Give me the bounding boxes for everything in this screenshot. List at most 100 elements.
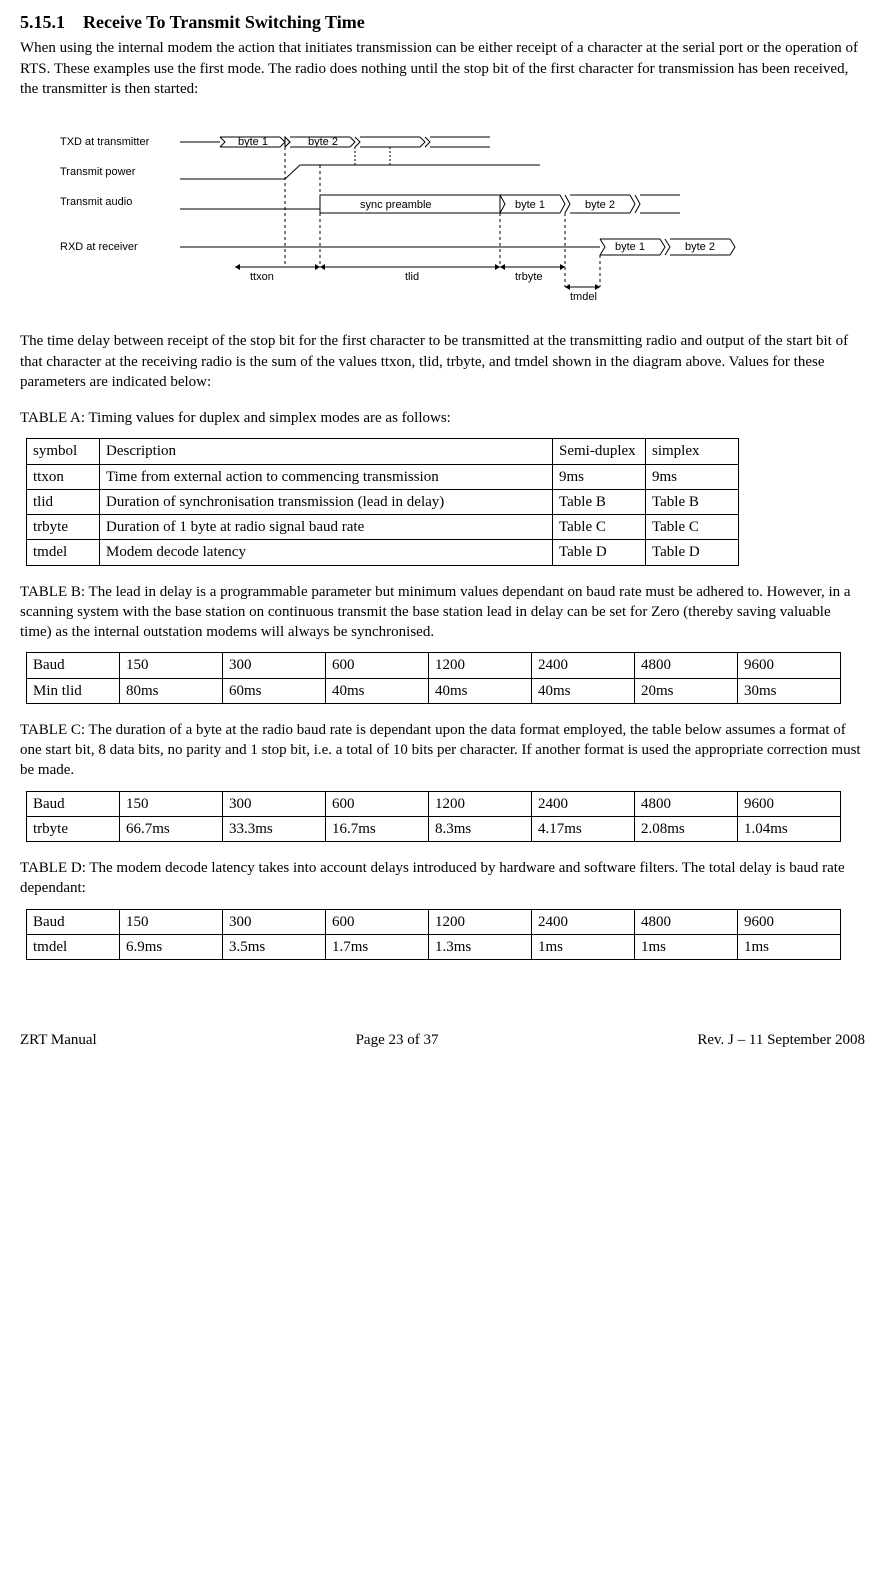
- footer-right: Rev. J – 11 September 2008: [697, 1030, 865, 1050]
- table-cell: tlid: [27, 489, 100, 514]
- table-cell: Duration of 1 byte at radio signal baud …: [100, 515, 553, 540]
- svg-text:trbyte: trbyte: [515, 271, 543, 283]
- table-header-cell: 150: [120, 791, 223, 816]
- table-cell: tmdel: [27, 540, 100, 565]
- table-header-cell: Description: [100, 439, 553, 464]
- table-cell: Time from external action to commencing …: [100, 464, 553, 489]
- table-header-cell: 600: [326, 791, 429, 816]
- svg-text:byte 1: byte 1: [615, 241, 645, 253]
- table-b: Baud1503006001200240048009600 Min tlid80m…: [26, 652, 841, 704]
- table-a-caption: TABLE A: Timing values for duplex and si…: [20, 408, 865, 428]
- table-header-cell: 300: [223, 653, 326, 678]
- table-cell: 4.17ms: [532, 816, 635, 841]
- table-cell: 1.3ms: [429, 934, 532, 959]
- timing-diagram: TXD at transmitter byte 1 byte 2 Transmi…: [60, 117, 865, 313]
- table-cell: 1.04ms: [738, 816, 841, 841]
- table-cell: 6.9ms: [120, 934, 223, 959]
- table-cell: Duration of synchronisation transmission…: [100, 489, 553, 514]
- table-header-cell: 150: [120, 653, 223, 678]
- table-header-cell: 1200: [429, 653, 532, 678]
- table-header-cell: symbol: [27, 439, 100, 464]
- table-cell: 16.7ms: [326, 816, 429, 841]
- table-header-cell: 4800: [635, 909, 738, 934]
- table-header-cell: 9600: [738, 653, 841, 678]
- table-cell: 40ms: [532, 678, 635, 703]
- table-header-cell: 300: [223, 791, 326, 816]
- table-header-cell: simplex: [646, 439, 739, 464]
- svg-text:Transmit power: Transmit power: [60, 166, 136, 178]
- table-cell: ttxon: [27, 464, 100, 489]
- table-header-cell: Baud: [27, 653, 120, 678]
- table-cell: 30ms: [738, 678, 841, 703]
- table-cell: tmdel: [27, 934, 120, 959]
- table-header-cell: Baud: [27, 791, 120, 816]
- table-cell: 40ms: [429, 678, 532, 703]
- table-d: Baud1503006001200240048009600tmdel6.9ms3…: [26, 909, 841, 961]
- table-cell: 2.08ms: [635, 816, 738, 841]
- table-cell: Table B: [646, 489, 739, 514]
- svg-text:sync preamble: sync preamble: [360, 199, 432, 211]
- footer-center: Page 23 of 37: [356, 1030, 439, 1050]
- table-cell: 60ms: [223, 678, 326, 703]
- table-cell: 8.3ms: [429, 816, 532, 841]
- table-c: Baud1503006001200240048009600 trbyte66.7m…: [26, 791, 841, 843]
- svg-text:byte 2: byte 2: [308, 136, 338, 148]
- section-heading: 5.15.1 Receive To Transmit Switching Tim…: [20, 10, 865, 34]
- table-header-cell: 2400: [532, 909, 635, 934]
- svg-text:byte 2: byte 2: [685, 241, 715, 253]
- table-cell: Modem decode latency: [100, 540, 553, 565]
- table-cell: 20ms: [635, 678, 738, 703]
- table-header-cell: 600: [326, 909, 429, 934]
- svg-text:byte 1: byte 1: [515, 199, 545, 211]
- table-cell: 66.7ms: [120, 816, 223, 841]
- table-header-cell: 2400: [532, 791, 635, 816]
- table-header-cell: 4800: [635, 791, 738, 816]
- paragraph-delay: The time delay between receipt of the st…: [20, 331, 865, 392]
- table-cell: trbyte: [27, 816, 120, 841]
- table-cell: Table D: [553, 540, 646, 565]
- table-cell: 3.5ms: [223, 934, 326, 959]
- table-d-caption: TABLE D: The modem decode latency takes …: [20, 858, 865, 899]
- footer-left: ZRT Manual: [20, 1030, 97, 1050]
- table-cell: Table D: [646, 540, 739, 565]
- table-cell: trbyte: [27, 515, 100, 540]
- table-cell: 9ms: [553, 464, 646, 489]
- table-c-caption: TABLE C: The duration of a byte at the r…: [20, 720, 865, 781]
- svg-text:TXD at transmitter: TXD at transmitter: [60, 136, 150, 148]
- table-cell: 9ms: [646, 464, 739, 489]
- table-cell: Table C: [553, 515, 646, 540]
- table-header-cell: 4800: [635, 653, 738, 678]
- paragraph-intro: When using the internal modem the action…: [20, 38, 865, 99]
- table-cell: 1ms: [738, 934, 841, 959]
- section-number: 5.15.1: [20, 12, 65, 32]
- table-header-cell: Semi-duplex: [553, 439, 646, 464]
- svg-text:tlid: tlid: [405, 271, 419, 283]
- page-footer: ZRT Manual Page 23 of 37 Rev. J – 11 Sep…: [20, 1030, 865, 1050]
- table-b-caption: TABLE B: The lead in delay is a programm…: [20, 582, 865, 643]
- table-cell: Min tlid: [27, 678, 120, 703]
- table-cell: Table B: [553, 489, 646, 514]
- svg-text:ttxon: ttxon: [250, 271, 274, 283]
- table-cell: 1ms: [635, 934, 738, 959]
- table-header-cell: 150: [120, 909, 223, 934]
- svg-text:Transmit audio: Transmit audio: [60, 196, 132, 208]
- svg-text:byte 1: byte 1: [238, 136, 268, 148]
- table-header-cell: 1200: [429, 791, 532, 816]
- svg-text:RXD at receiver: RXD at receiver: [60, 241, 138, 253]
- table-header-cell: 9600: [738, 791, 841, 816]
- table-cell: 40ms: [326, 678, 429, 703]
- table-cell: 33.3ms: [223, 816, 326, 841]
- table-header-cell: 1200: [429, 909, 532, 934]
- section-title-text: Receive To Transmit Switching Time: [83, 12, 365, 32]
- table-cell: Table C: [646, 515, 739, 540]
- table-header-cell: 600: [326, 653, 429, 678]
- table-cell: 1ms: [532, 934, 635, 959]
- svg-text:tmdel: tmdel: [570, 291, 597, 303]
- table-a: symbolDescriptionSemi-duplexsimplex ttxon…: [26, 438, 739, 565]
- table-cell: 80ms: [120, 678, 223, 703]
- table-header-cell: 2400: [532, 653, 635, 678]
- svg-text:byte 2: byte 2: [585, 199, 615, 211]
- table-header-cell: 300: [223, 909, 326, 934]
- table-header-cell: Baud: [27, 909, 120, 934]
- table-cell: 1.7ms: [326, 934, 429, 959]
